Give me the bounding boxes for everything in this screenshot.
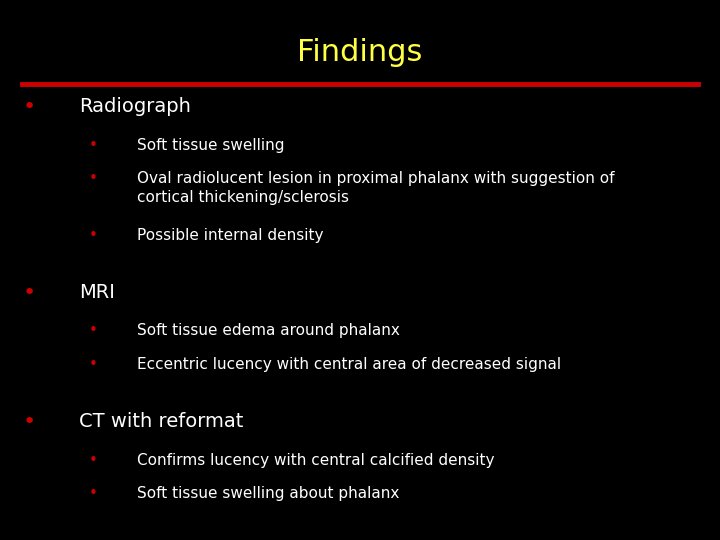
Text: Possible internal density: Possible internal density [137,228,323,243]
Text: Confirms lucency with central calcified density: Confirms lucency with central calcified … [137,453,495,468]
Text: •: • [89,138,98,153]
Text: •: • [89,357,98,372]
Text: •: • [89,171,98,186]
Text: Soft tissue edema around phalanx: Soft tissue edema around phalanx [137,323,400,339]
Text: Radiograph: Radiograph [79,97,191,116]
Text: MRI: MRI [79,283,115,302]
Text: •: • [22,412,35,432]
Text: CT with reformat: CT with reformat [79,412,243,431]
Text: •: • [22,283,35,303]
Text: •: • [89,453,98,468]
Text: •: • [89,486,98,501]
Text: Oval radiolucent lesion in proximal phalanx with suggestion of
cortical thickeni: Oval radiolucent lesion in proximal phal… [137,171,614,205]
Text: Findings: Findings [297,38,423,67]
Text: Soft tissue swelling: Soft tissue swelling [137,138,284,153]
Text: Soft tissue swelling about phalanx: Soft tissue swelling about phalanx [137,486,399,501]
Text: •: • [89,228,98,243]
Text: •: • [89,323,98,339]
Text: •: • [22,97,35,117]
Text: Eccentric lucency with central area of decreased signal: Eccentric lucency with central area of d… [137,357,561,372]
